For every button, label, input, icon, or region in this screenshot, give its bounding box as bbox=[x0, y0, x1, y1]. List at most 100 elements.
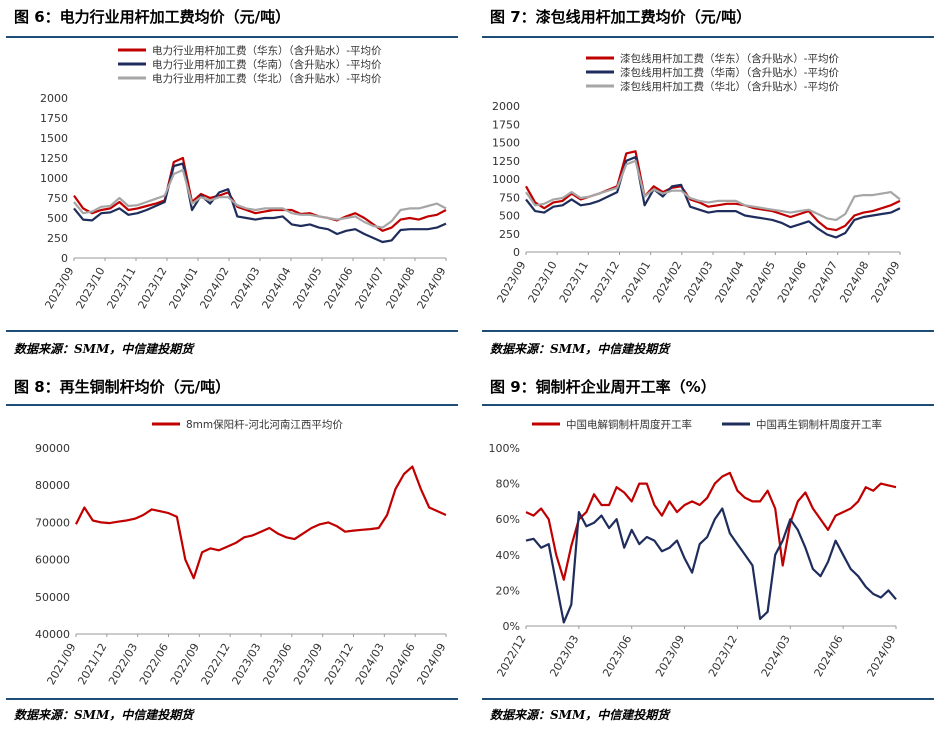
y-tick-label: 70000 bbox=[35, 516, 70, 529]
legend-label: 电力行业用杆加工费（华北）（含升贴水）-平均价 bbox=[152, 72, 382, 85]
x-tick-label: 2024/03 bbox=[681, 259, 715, 305]
panel-title: 图 9：铜制杆企业周开工率（%） bbox=[490, 378, 716, 396]
y-tick-label: 100% bbox=[489, 442, 520, 455]
y-tick-label: 1750 bbox=[40, 112, 68, 125]
legend-label: 漆包线用杆加工费（华南）（含升贴水）-平均价 bbox=[620, 66, 840, 79]
legend-label: 中国再生铜制杆周度开工率 bbox=[756, 418, 882, 431]
x-tick-label: 2024/02 bbox=[650, 259, 684, 305]
x-tick-label: 2023/10 bbox=[73, 265, 107, 311]
series-line-2 bbox=[73, 162, 447, 244]
source-note: 数据来源：SMM，中信建投期货 bbox=[14, 342, 194, 356]
x-tick-label: 2024/06 bbox=[775, 259, 809, 305]
x-tick-label: 2024/07 bbox=[806, 259, 840, 305]
y-tick-label: 500 bbox=[47, 212, 68, 225]
y-tick-label: 60000 bbox=[35, 554, 70, 567]
legend-label: 8mm保阳杆-河北河南江西平均价 bbox=[186, 418, 343, 431]
x-tick-label: 2024/01 bbox=[619, 259, 653, 305]
y-tick-label: 90000 bbox=[35, 442, 70, 455]
x-tick-label: 2024/07 bbox=[352, 265, 386, 311]
y-tick-label: 1500 bbox=[492, 137, 520, 150]
y-tick-label: 750 bbox=[47, 192, 68, 205]
x-tick-label: 2023/09 bbox=[291, 641, 325, 687]
x-tick-label: 2024/09 bbox=[414, 265, 448, 311]
x-tick-label: 2021/12 bbox=[75, 641, 109, 687]
legend-label: 电力行业用杆加工费（华东）（含升贴水）-平均价 bbox=[152, 44, 382, 57]
panel-title: 图 6：电力行业用杆加工费均价（元/吨） bbox=[14, 8, 291, 26]
y-tick-label: 500 bbox=[499, 210, 520, 223]
x-tick-label: 2021/09 bbox=[44, 641, 78, 687]
x-tick-label: 2023/09 bbox=[42, 265, 76, 311]
x-tick-label: 2023/03 bbox=[547, 633, 581, 679]
y-tick-label: 0 bbox=[61, 252, 68, 265]
panel-fig9: 图 9：铜制杆企业周开工率（%） 0% 20% 40% 60% 80% 100% 2022/… bbox=[482, 376, 934, 736]
top-divider bbox=[482, 404, 934, 406]
legend-label: 漆包线用杆加工费（华东）（含升贴水）-平均价 bbox=[620, 52, 840, 65]
y-tick-label: 0 bbox=[513, 246, 520, 259]
y-tick-label: 1000 bbox=[40, 172, 68, 185]
x-tick-label: 2023/12 bbox=[322, 641, 356, 687]
x-tick-label: 2023/09 bbox=[653, 633, 687, 679]
legend-label: 中国电解铜制杆周度开工率 bbox=[566, 418, 692, 431]
x-tick-label: 2023/03 bbox=[229, 641, 263, 687]
y-tick-label: 1500 bbox=[40, 132, 68, 145]
x-tick-label: 2024/09 bbox=[414, 641, 448, 687]
x-tick-label: 2024/06 bbox=[321, 265, 355, 311]
x-tick-label: 2022/12 bbox=[199, 641, 233, 687]
x-tick-label: 2022/06 bbox=[137, 641, 171, 687]
bottom-divider bbox=[482, 330, 934, 332]
series-line-2 bbox=[525, 155, 901, 239]
chart-fig6: 0250500750100012501500175020002023/09202… bbox=[40, 44, 449, 311]
series-line-1 bbox=[525, 471, 897, 581]
y-tick-label: 2000 bbox=[492, 100, 520, 113]
x-tick-label: 2024/06 bbox=[812, 633, 846, 679]
x-tick-label: 2024/08 bbox=[837, 259, 871, 305]
legend-label: 电力行业用杆加工费（华南）（含升贴水）-平均价 bbox=[152, 58, 382, 71]
source-note: 数据来源：SMM，中信建投期货 bbox=[14, 708, 194, 722]
panel-title: 图 8：再生铜制杆均价（元/吨） bbox=[14, 378, 231, 396]
source-note: 数据来源：SMM，中信建投期货 bbox=[490, 708, 670, 722]
x-tick-label: 2024/05 bbox=[290, 265, 324, 311]
x-tick-label: 2023/11 bbox=[104, 265, 138, 311]
x-tick-label: 2023/12 bbox=[588, 259, 622, 305]
y-tick-label: 0% bbox=[503, 620, 520, 633]
y-tick-label: 2000 bbox=[40, 92, 68, 105]
top-divider bbox=[6, 36, 458, 38]
x-tick-label: 2024/03 bbox=[228, 265, 262, 311]
series-line-3 bbox=[525, 159, 901, 221]
y-tick-label: 20% bbox=[496, 584, 520, 597]
chart-fig7: 0250500750100012501500175020002023/09202… bbox=[492, 52, 903, 305]
y-tick-label: 250 bbox=[499, 228, 520, 241]
legend-label: 漆包线用杆加工费（华北）（含升贴水）-平均价 bbox=[620, 80, 840, 93]
x-tick-label: 2023/12 bbox=[706, 633, 740, 679]
y-tick-label: 750 bbox=[499, 191, 520, 204]
x-tick-label: 2023/11 bbox=[557, 259, 591, 305]
series-line-1 bbox=[73, 156, 447, 232]
top-divider bbox=[6, 404, 458, 406]
x-tick-label: 2023/09 bbox=[494, 259, 528, 305]
x-tick-label: 2022/12 bbox=[494, 633, 528, 679]
bottom-divider bbox=[6, 330, 458, 332]
top-divider bbox=[482, 36, 934, 38]
x-tick-label: 2024/05 bbox=[744, 259, 778, 305]
x-tick-label: 2024/01 bbox=[166, 265, 200, 311]
x-tick-label: 2024/08 bbox=[383, 265, 417, 311]
series-line-1 bbox=[75, 465, 447, 580]
x-tick-label: 2022/03 bbox=[106, 641, 140, 687]
y-tick-label: 80000 bbox=[35, 479, 70, 492]
y-tick-label: 1750 bbox=[492, 118, 520, 131]
x-tick-label: 2023/10 bbox=[526, 259, 560, 305]
x-tick-label: 2024/09 bbox=[864, 633, 898, 679]
bottom-divider bbox=[482, 698, 934, 700]
y-tick-label: 40% bbox=[496, 549, 520, 562]
panel-fig7: 图 7：漆包线用杆加工费均价（元/吨） 0 250 500 750 1000 1250 15… bbox=[482, 6, 934, 366]
panel-fig8: 图 8：再生铜制杆均价（元/吨） 40000 50000 60000 70000 800… bbox=[6, 376, 458, 736]
y-tick-label: 1250 bbox=[492, 155, 520, 168]
source-note: 数据来源：SMM，中信建投期货 bbox=[490, 342, 670, 356]
x-tick-label: 2023/12 bbox=[135, 265, 169, 311]
x-tick-label: 2024/03 bbox=[759, 633, 793, 679]
y-tick-label: 80% bbox=[496, 478, 520, 491]
y-tick-label: 250 bbox=[47, 232, 68, 245]
y-tick-label: 60% bbox=[496, 513, 520, 526]
x-tick-label: 2024/09 bbox=[868, 259, 902, 305]
series-line-1 bbox=[525, 150, 901, 232]
